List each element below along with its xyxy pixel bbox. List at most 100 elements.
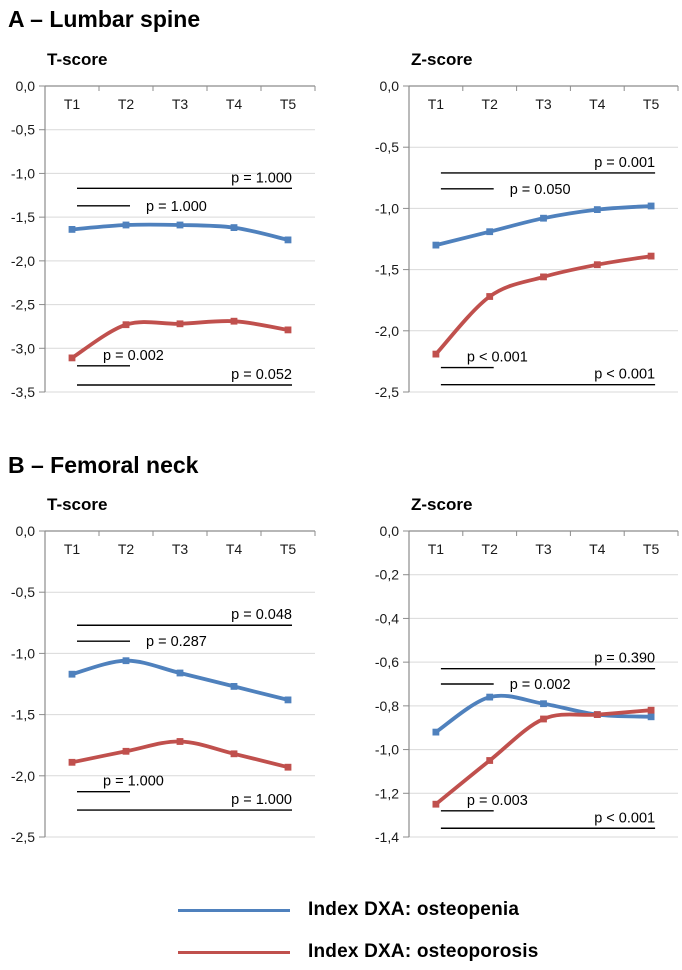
chart-b-zscore-title: Z-score bbox=[411, 495, 473, 515]
data-marker-osteoporosis bbox=[68, 354, 76, 361]
legend-item-osteoporosis: Index DXA: osteoporosis bbox=[178, 937, 682, 967]
section-b-title: B – Femoral neck bbox=[8, 451, 199, 478]
data-marker-osteoporosis bbox=[68, 759, 76, 766]
x-category-label: T3 bbox=[172, 541, 189, 557]
pvalue-label: p = 0.390 bbox=[594, 651, 655, 667]
x-category-label: T4 bbox=[226, 541, 243, 557]
y-tick-label: -1,5 bbox=[11, 209, 35, 225]
data-marker-osteopenia bbox=[68, 225, 76, 233]
y-tick-label: -1,5 bbox=[11, 707, 35, 723]
y-tick-label: -1,0 bbox=[375, 742, 399, 758]
chart-a-tscore-canvas: 0,0 -0,5 -1,0 -1,5 -2,0 -2,5 -3,0 -3,5 T1 T2 T3 T4 T… bbox=[11, 78, 316, 400]
legend: Index DXA: osteopenia Index DXA: osteopo… bbox=[178, 895, 682, 967]
x-category-label: T1 bbox=[64, 541, 81, 557]
pvalue-label: p = 0.003 bbox=[467, 793, 528, 809]
data-marker-osteopenia bbox=[122, 221, 130, 228]
series-line-osteopenia bbox=[70, 658, 290, 702]
chart-b-tscore: T-score 0,0 -0,5 -1,0 -1,5 -2,0 -2,5 T1 T2 T3 T4 T… bbox=[0, 493, 341, 855]
section-b-charts-row: T-score 0,0 -0,5 -1,0 -1,5 -2,0 -2,5 T1 T2 T3 T4 T… bbox=[0, 493, 682, 855]
data-marker-osteoporosis bbox=[593, 260, 601, 268]
x-category-label: T1 bbox=[428, 96, 445, 112]
y-tick-label: 0,0 bbox=[16, 78, 36, 94]
pvalue-label: p = 0.002 bbox=[103, 347, 164, 363]
y-tick-label: -0,8 bbox=[375, 698, 399, 714]
x-category-label: T5 bbox=[280, 96, 297, 112]
legend-item-osteopenia: Index DXA: osteopenia bbox=[178, 895, 682, 925]
legend-label-osteoporosis: Index DXA: osteoporosis bbox=[308, 941, 539, 963]
y-tick-label: -1,4 bbox=[375, 829, 399, 845]
data-marker-osteopenia bbox=[647, 202, 655, 209]
data-marker-osteopenia bbox=[540, 700, 547, 708]
data-marker-osteoporosis bbox=[647, 706, 655, 714]
y-tick-label: -0,5 bbox=[11, 121, 35, 137]
series-line-osteoporosis bbox=[70, 739, 290, 770]
x-category-label: T1 bbox=[428, 541, 445, 557]
pvalue-label: p = 0.287 bbox=[146, 634, 207, 650]
y-tick-label: 0,0 bbox=[380, 78, 400, 94]
x-category-label: T3 bbox=[535, 541, 552, 557]
y-tick-label: -1,0 bbox=[11, 165, 35, 181]
y-tick-label: -1,0 bbox=[11, 646, 35, 662]
y-tick-label: -2,0 bbox=[11, 252, 35, 268]
data-marker-osteopenia bbox=[284, 696, 292, 704]
x-category-label: T3 bbox=[535, 96, 552, 112]
chart-b-zscore: Z-score 0,0 -0,2 -0,4 -0,6 -0,8 -1,0 -1,2 -1,4 T… bbox=[341, 493, 682, 855]
y-tick-label: -2,0 bbox=[11, 768, 35, 784]
chart-a-tscore: T-score 0,0 -0,5 -1,0 -1,5 -2,0 -2,5 -3,0 -3,5 T… bbox=[0, 48, 341, 410]
data-marker-osteopenia bbox=[432, 728, 440, 736]
x-category-label: T1 bbox=[64, 96, 81, 112]
data-marker-osteopenia bbox=[540, 214, 547, 222]
y-tick-label: -2,5 bbox=[375, 384, 399, 400]
y-tick-label: -3,5 bbox=[11, 384, 35, 400]
chart-a-zscore: Z-score 0,0 -0,5 -1,0 -1,5 -2,0 -2,5 T1 T2 T3 T4 T… bbox=[341, 48, 682, 410]
data-marker-osteoporosis bbox=[540, 715, 547, 723]
y-tick-label: -3,0 bbox=[11, 340, 35, 356]
chart-b-tscore-canvas: 0,0 -0,5 -1,0 -1,5 -2,0 -2,5 T1 T2 T3 T4 T5 p = 0.0… bbox=[11, 523, 316, 845]
data-marker-osteoporosis bbox=[432, 800, 440, 808]
data-marker-osteoporosis bbox=[284, 763, 292, 771]
pvalue-label: p = 1.000 bbox=[231, 170, 292, 186]
y-tick-label: -0,6 bbox=[375, 654, 399, 670]
data-marker-osteopenia bbox=[176, 669, 184, 677]
data-marker-osteopenia bbox=[647, 713, 655, 721]
data-marker-osteoporosis bbox=[176, 319, 184, 327]
data-marker-osteoporosis bbox=[176, 738, 184, 746]
pvalue-label: p = 0.052 bbox=[231, 367, 292, 383]
series-line-osteoporosis bbox=[434, 253, 653, 356]
y-tick-label: -1,0 bbox=[375, 200, 399, 216]
y-tick-label: 0,0 bbox=[380, 523, 400, 539]
data-marker-osteopenia bbox=[122, 657, 130, 665]
pvalue-label: p = 0.002 bbox=[510, 677, 571, 693]
x-category-label: T5 bbox=[643, 96, 660, 112]
x-category-label: T2 bbox=[482, 96, 499, 112]
x-category-label: T4 bbox=[589, 96, 606, 112]
data-marker-osteoporosis bbox=[593, 711, 601, 719]
pvalue-label: p = 0.001 bbox=[594, 154, 655, 170]
y-tick-label: -1,2 bbox=[375, 785, 399, 801]
data-marker-osteopenia bbox=[486, 227, 494, 235]
series-line-osteopenia bbox=[434, 203, 653, 247]
data-marker-osteoporosis bbox=[432, 350, 440, 358]
pvalue-label: p = 1.000 bbox=[231, 792, 292, 808]
section-a: A – Lumbar spine T-score 0,0 -0,5 -1,0 -1,5… bbox=[0, 0, 682, 410]
pvalue-label: p < 0.001 bbox=[594, 366, 655, 382]
data-marker-osteoporosis bbox=[486, 292, 494, 300]
chart-a-zscore-title: Z-score bbox=[411, 49, 473, 69]
data-marker-osteopenia bbox=[593, 205, 601, 213]
data-marker-osteopenia bbox=[486, 693, 494, 701]
x-category-label: T3 bbox=[172, 96, 189, 112]
x-category-label: T2 bbox=[482, 541, 499, 557]
data-marker-osteopenia bbox=[432, 241, 440, 249]
data-marker-osteoporosis bbox=[647, 252, 655, 260]
y-tick-label: -0,5 bbox=[375, 139, 399, 155]
data-marker-osteopenia bbox=[230, 683, 238, 690]
x-category-label: T2 bbox=[118, 96, 135, 112]
pvalue-label: p < 0.001 bbox=[467, 349, 528, 365]
data-marker-osteoporosis bbox=[122, 748, 130, 755]
y-tick-label: 0,0 bbox=[16, 523, 36, 539]
chart-b-tscore-title: T-score bbox=[47, 495, 108, 515]
y-tick-label: -0,5 bbox=[11, 584, 35, 600]
data-marker-osteoporosis bbox=[540, 273, 547, 280]
section-a-title: A – Lumbar spine bbox=[8, 6, 201, 32]
